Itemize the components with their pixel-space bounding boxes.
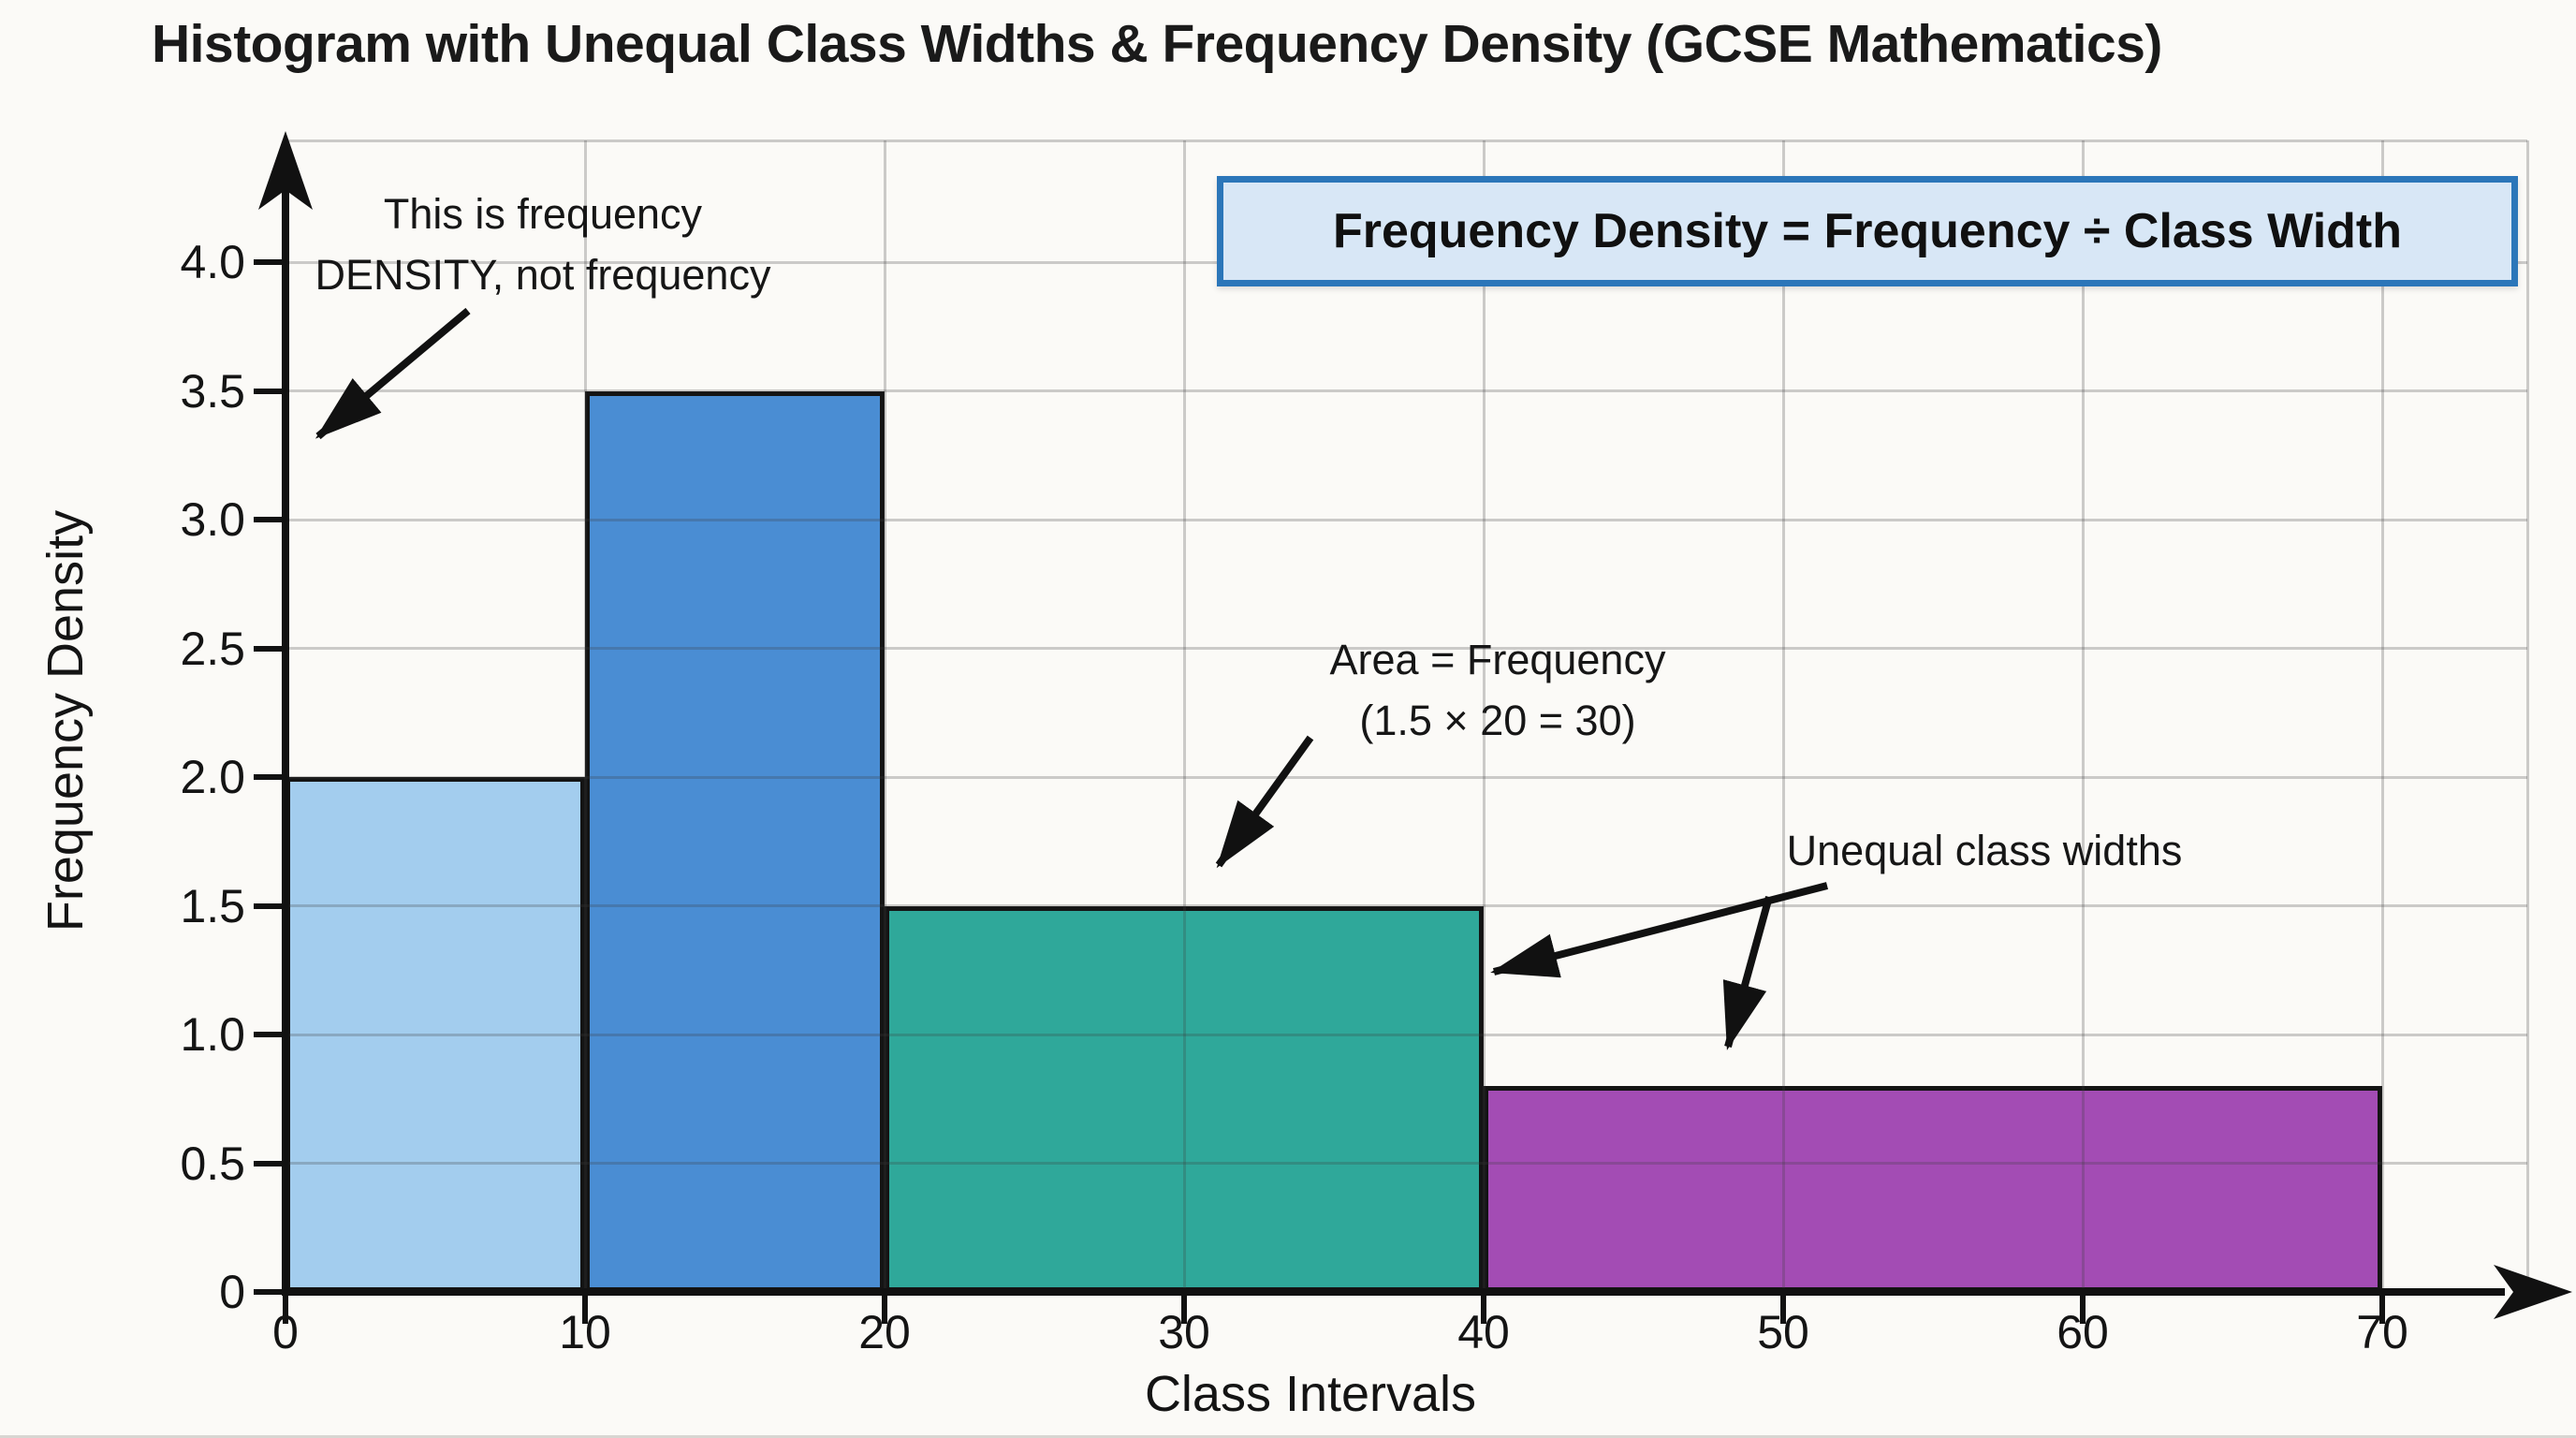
- y-tick-label: 2.0: [180, 751, 245, 803]
- horizontal-gridline: [285, 904, 2527, 907]
- horizontal-gridline: [285, 647, 2527, 650]
- histogram-bar-10-20: [585, 390, 885, 1292]
- formula-callout-box: Frequency Density = Frequency ÷ Class Wi…: [1217, 176, 2518, 286]
- histogram-bar-0-10: [285, 777, 585, 1292]
- horizontal-gridline: [285, 775, 2527, 779]
- x-tick-label: 50: [1757, 1306, 1809, 1358]
- vertical-gridline: [2081, 140, 2085, 1292]
- annotation-frequency-density: This is frequency DENSITY, not frequency: [315, 190, 771, 300]
- y-tick-label: 1.5: [180, 879, 245, 932]
- y-tick-label: 4.0: [180, 236, 245, 288]
- vertical-gridline: [583, 140, 587, 1292]
- x-tick-label: 40: [1457, 1306, 1510, 1358]
- horizontal-gridline: [285, 1162, 2527, 1165]
- horizontal-gridline: [285, 1033, 2527, 1036]
- y-tick-label: 0: [219, 1266, 245, 1318]
- y-tick: [254, 259, 285, 265]
- annotation-area-equals-frequency: Area = Frequency (1.5 × 20 = 30): [1329, 636, 1666, 745]
- histogram-bar-40-70: [1484, 1086, 2382, 1292]
- x-tick: [2080, 1292, 2086, 1324]
- x-tick-label: 70: [2356, 1306, 2408, 1358]
- vertical-gridline: [2380, 140, 2384, 1292]
- x-tick-label: 20: [858, 1306, 911, 1358]
- y-tick: [254, 645, 285, 652]
- y-tick-label: 1.0: [180, 1008, 245, 1061]
- x-axis-title: Class Intervals: [1144, 1366, 1477, 1422]
- y-tick-label: 3.5: [180, 364, 245, 418]
- y-tick-label: 0.5: [180, 1137, 245, 1190]
- x-tick-label: 0: [272, 1306, 299, 1358]
- y-axis-title: Frequency Density: [37, 509, 94, 932]
- x-tick: [582, 1292, 588, 1324]
- y-tick: [254, 517, 285, 522]
- annotation-unequal-class-widths: Unequal class widths: [1786, 827, 2183, 874]
- x-tick: [2379, 1292, 2385, 1324]
- y-tick: [254, 774, 285, 780]
- x-tick: [882, 1292, 887, 1324]
- vertical-gridline: [883, 140, 886, 1292]
- y-tick: [254, 902, 285, 909]
- page-title: Histogram with Unequal Class Widths & Fr…: [152, 14, 2162, 74]
- page-bottom-edge: [0, 1435, 2576, 1438]
- y-tick: [254, 1289, 285, 1295]
- y-tick: [254, 1160, 285, 1167]
- y-tick-label: 3.0: [180, 493, 245, 546]
- x-tick: [1181, 1292, 1187, 1324]
- vertical-gridline: [1482, 140, 1486, 1292]
- x-tick: [283, 1292, 288, 1324]
- y-tick: [254, 1032, 285, 1037]
- histogram-bar-20-40: [885, 905, 1484, 1292]
- horizontal-gridline: [285, 389, 2527, 392]
- horizontal-gridline: [285, 518, 2527, 521]
- x-tick-label: 10: [559, 1306, 611, 1358]
- y-tick: [254, 388, 285, 394]
- y-tick-label: 2.5: [180, 622, 245, 675]
- x-tick: [1780, 1292, 1786, 1324]
- x-tick-label: 30: [1158, 1306, 1210, 1358]
- horizontal-gridline: [285, 139, 2527, 142]
- x-tick-label: 60: [2056, 1306, 2109, 1358]
- vertical-gridline: [1781, 140, 1785, 1292]
- vertical-gridline: [2525, 140, 2529, 1292]
- vertical-gridline: [1182, 140, 1186, 1292]
- x-tick: [1481, 1292, 1486, 1324]
